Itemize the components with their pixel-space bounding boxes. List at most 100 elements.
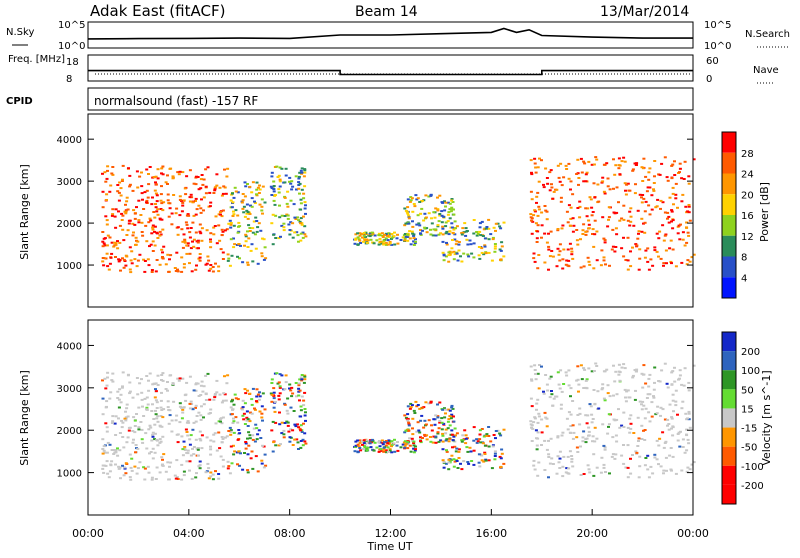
velocity-echo-cell — [223, 393, 227, 396]
velocity-echo-cell — [362, 448, 365, 451]
power-echo-cell — [176, 233, 180, 236]
power-echo-cell — [595, 158, 599, 161]
velocity-echo-cell — [533, 369, 537, 371]
power-echo-cell — [232, 237, 235, 240]
velocity-echo-cell — [558, 450, 562, 453]
velocity-echo-cell — [415, 430, 419, 433]
velocity-echo-cell — [189, 434, 193, 437]
power-echo-cell — [622, 204, 626, 207]
power-echo-cell — [603, 239, 607, 242]
velocity-echo-cell — [602, 466, 606, 469]
velocity-echo-cell — [303, 408, 307, 410]
power-echo-cell — [686, 259, 690, 262]
power-echo-cell — [392, 235, 396, 238]
velocity-echo-cell — [545, 425, 549, 428]
velocity-echo-cell — [448, 437, 452, 440]
power-echo-cell — [168, 207, 172, 210]
power-echo-cell — [425, 231, 429, 234]
power-echo-cell — [685, 221, 689, 224]
velocity-echo-cell — [430, 429, 434, 432]
power-echo-cell — [545, 177, 549, 179]
power-echo-cell — [569, 206, 573, 209]
noise-panel: N.Sky 10^5 10^0 10^5 10^0 N.Search — [6, 20, 790, 52]
velocity-echo-cell — [270, 378, 274, 381]
power-echo-cell — [480, 247, 484, 250]
power-echo-cell — [448, 230, 452, 233]
velocity-echo-cell — [181, 448, 185, 451]
power-echo-cell — [560, 184, 564, 187]
velocity-echo-cell — [423, 419, 427, 422]
power-echo-cell — [637, 232, 640, 235]
power-echo-cell — [146, 258, 150, 261]
velocity-echo-cell — [304, 411, 307, 414]
velocity-echo-cell — [535, 408, 538, 411]
velocity-echo-cell — [286, 424, 290, 427]
velocity-echo-cell — [278, 385, 282, 388]
power-echo-cell — [602, 190, 606, 193]
power-echo-cell — [145, 189, 149, 192]
velocity-echo-cell — [273, 410, 277, 413]
velocity-echo-cell — [272, 394, 276, 397]
velocity-echo-cell — [586, 414, 590, 417]
velocity-echo-cell — [114, 449, 118, 452]
power-echo-cell — [688, 219, 692, 222]
power-echo-cell — [233, 186, 237, 189]
power-echo-cell — [377, 234, 381, 237]
power-echo-cell — [167, 215, 171, 218]
velocity-echo-cell — [597, 407, 601, 410]
velocity-echo-cell — [544, 416, 548, 419]
velocity-echo-cell — [128, 390, 132, 393]
velocity-echo-cell — [246, 425, 250, 427]
velocity-echo-cell — [166, 406, 170, 409]
velocity-echo-cell — [121, 385, 124, 388]
velocity-echo-cell — [199, 418, 203, 421]
power-echo-cell — [116, 184, 120, 186]
power-echo-cell — [120, 180, 124, 182]
velocity-echo-cell — [198, 464, 202, 467]
power-echo-cell — [105, 199, 108, 201]
power-echo-cell — [278, 180, 282, 183]
velocity-echo-cell — [105, 451, 109, 454]
velocity-echo-cell — [244, 392, 248, 395]
velocity-echo-cell — [403, 444, 407, 447]
power-echo-cell — [579, 157, 583, 160]
power-echo-cell — [121, 164, 125, 167]
velocity-echo-cell — [542, 392, 546, 395]
velocity-echo-cell — [640, 408, 644, 411]
velocity-echo-cell — [255, 400, 258, 403]
power-echo-cell — [454, 227, 457, 230]
velocity-echo-cell — [537, 461, 541, 464]
power-echo-cell — [199, 207, 203, 210]
power-echo-cell — [576, 243, 580, 246]
velocity-echo-cell — [158, 441, 162, 444]
power-echo-cell — [540, 159, 543, 162]
power-echo-cell — [537, 205, 541, 208]
power-echo-cell — [637, 268, 641, 271]
power-echo-cell — [414, 194, 418, 197]
velocity-echo-cell — [451, 407, 455, 410]
power-echo-cell — [657, 255, 660, 258]
velocity-echo-cell — [297, 387, 301, 390]
power-echo-cell — [194, 213, 198, 216]
power-echo-cell — [480, 220, 484, 223]
power-echo-cell — [161, 257, 165, 260]
power-echo-cell — [250, 197, 254, 200]
velocity-echo-cell — [634, 389, 637, 392]
power-echo-cell — [537, 208, 541, 211]
power-echo-cell — [611, 228, 615, 231]
colorbar-swatch — [722, 351, 736, 371]
velocity-echo-cell — [640, 424, 644, 427]
velocity-echo-cell — [262, 445, 266, 448]
velocity-echo-cell — [117, 417, 120, 420]
power-echo-cell — [175, 207, 179, 210]
power-echo-cell — [584, 233, 588, 236]
velocity-echo-cell — [280, 432, 284, 435]
velocity-echo-cell — [294, 425, 298, 428]
power-echo-cell — [177, 173, 181, 176]
colorbar-tick-label: -50 — [741, 443, 757, 454]
colorbar-frame — [721, 331, 737, 505]
power-echo-cell — [302, 215, 305, 218]
power-echo-cell — [299, 239, 303, 242]
velocity-echo-cell — [448, 460, 452, 463]
velocity-echo-cell — [659, 414, 662, 417]
